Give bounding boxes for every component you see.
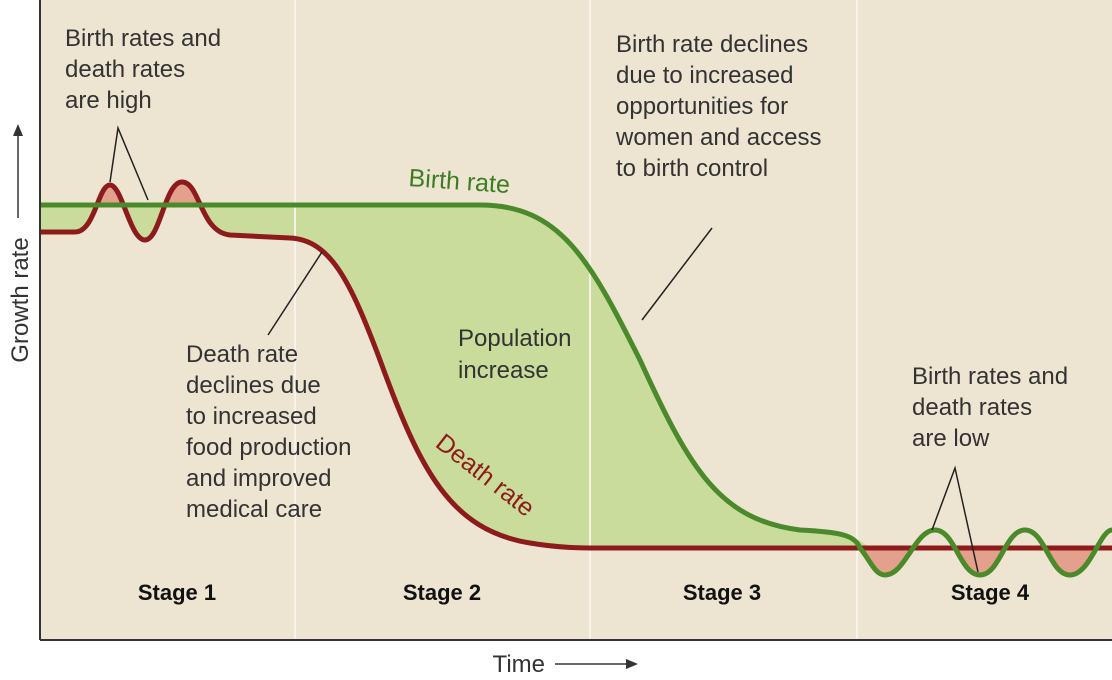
annotation-line: due to increased [616, 62, 793, 89]
annotation-line: medical care [186, 496, 322, 523]
annotation-line: are high [65, 87, 152, 114]
annotation-line: declines due [186, 372, 321, 399]
stage-label: Stage 1 [138, 580, 216, 605]
x-axis-label: Time [493, 651, 545, 678]
annotation-line: Birth rates and [65, 25, 221, 52]
birth-rate-curve [40, 202, 1112, 578]
annotations: Birth rates and death rates are high Death … [65, 25, 1068, 523]
annotation-line: Birth rate declines [616, 31, 808, 58]
death-rate-curve [40, 179, 1112, 551]
stage-labels: Stage 1 Stage 2 Stage 3 Stage 4 [138, 580, 1030, 605]
stage-label: Stage 4 [951, 580, 1030, 605]
annotation: Birth rate declines due to increased oppor… [615, 31, 821, 182]
annotation-line: are low [912, 425, 990, 452]
annotation-line: death rates [65, 56, 185, 83]
annotation-line: food production [186, 434, 351, 461]
annotation-line: death rates [912, 394, 1032, 421]
x-arrow-head [626, 659, 638, 669]
annotation: Birth rates and death rates are high [65, 25, 221, 114]
annotation-line: to birth control [616, 155, 768, 182]
annotation-line: women and access [615, 124, 821, 151]
annotation-line: Death rate [186, 341, 298, 368]
annotation-line: to increased [186, 403, 317, 430]
y-axis-label: Growth rate [7, 237, 34, 362]
leader-lines [109, 125, 979, 573]
stage-dividers [294, 0, 858, 640]
annotation-line: opportunities for [616, 93, 788, 120]
stage-label: Stage 2 [403, 580, 481, 605]
annotation: Birth rates and death rates are low [912, 363, 1068, 452]
stage-label: Stage 3 [683, 580, 761, 605]
y-arrow-head [13, 124, 23, 136]
annotation-line: and improved [186, 465, 331, 492]
below-death-area [40, 182, 1112, 640]
region-label: Population increase [458, 325, 578, 384]
annotation: Death rate declines due to increased food p… [186, 341, 351, 523]
annotation-line: Birth rates and [912, 363, 1068, 390]
